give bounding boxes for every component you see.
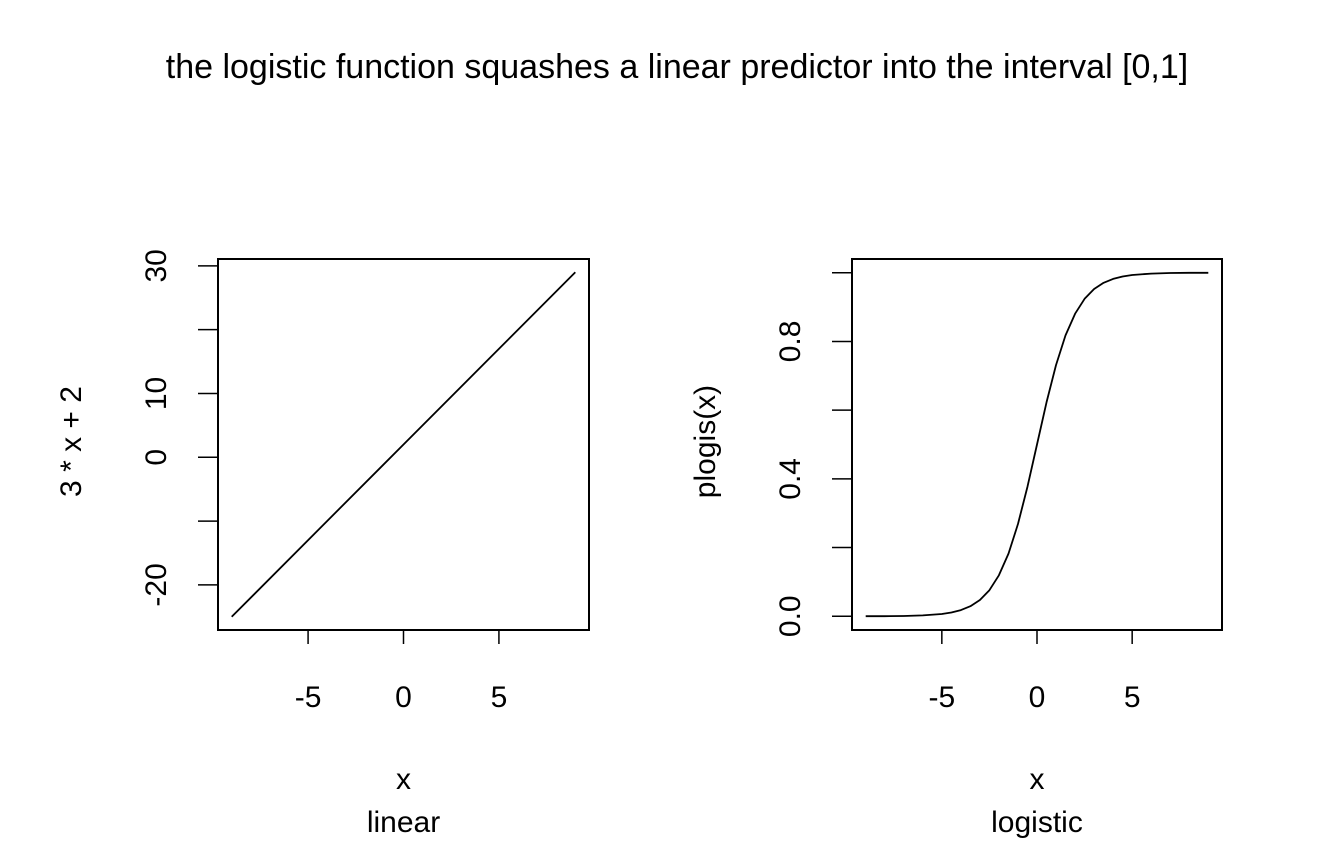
- x-axis-label: x: [396, 763, 411, 796]
- x-tick-label: -5: [928, 681, 955, 714]
- panel-sublabel: linear: [367, 806, 440, 839]
- series-line: [231, 271, 576, 618]
- x-axis-label: x: [1030, 763, 1045, 796]
- x-tick-label: 5: [491, 681, 508, 714]
- x-tick-label: -5: [295, 681, 322, 714]
- y-tick-label: 0.0: [774, 595, 807, 637]
- y-tick-label: -20: [140, 563, 173, 606]
- y-tick-label: 10: [140, 377, 173, 410]
- x-tick-label: 0: [395, 681, 412, 714]
- figure-title: the logistic function squashes a linear …: [166, 48, 1188, 86]
- y-axis-label: plogis(x): [689, 385, 722, 498]
- panel-linear: -5 0 5 -20 0 10 30 x linear 3 * x + 2: [55, 249, 590, 839]
- series-line: [865, 271, 1209, 618]
- x-tick-label: 0: [1029, 681, 1046, 714]
- y-tick-label: 30: [140, 249, 173, 282]
- panel-logistic: -5 0 5 0.0 0.4 0.8 x logistic plogis(x): [689, 258, 1223, 839]
- y-tick-label: 0.8: [774, 321, 807, 363]
- y-axis-label: 3 * x + 2: [55, 386, 88, 497]
- y-tick-label: 0.4: [774, 458, 807, 500]
- x-tick-label: 5: [1124, 681, 1141, 714]
- y-tick-label: 0: [140, 449, 173, 466]
- panel-sublabel: logistic: [991, 806, 1083, 839]
